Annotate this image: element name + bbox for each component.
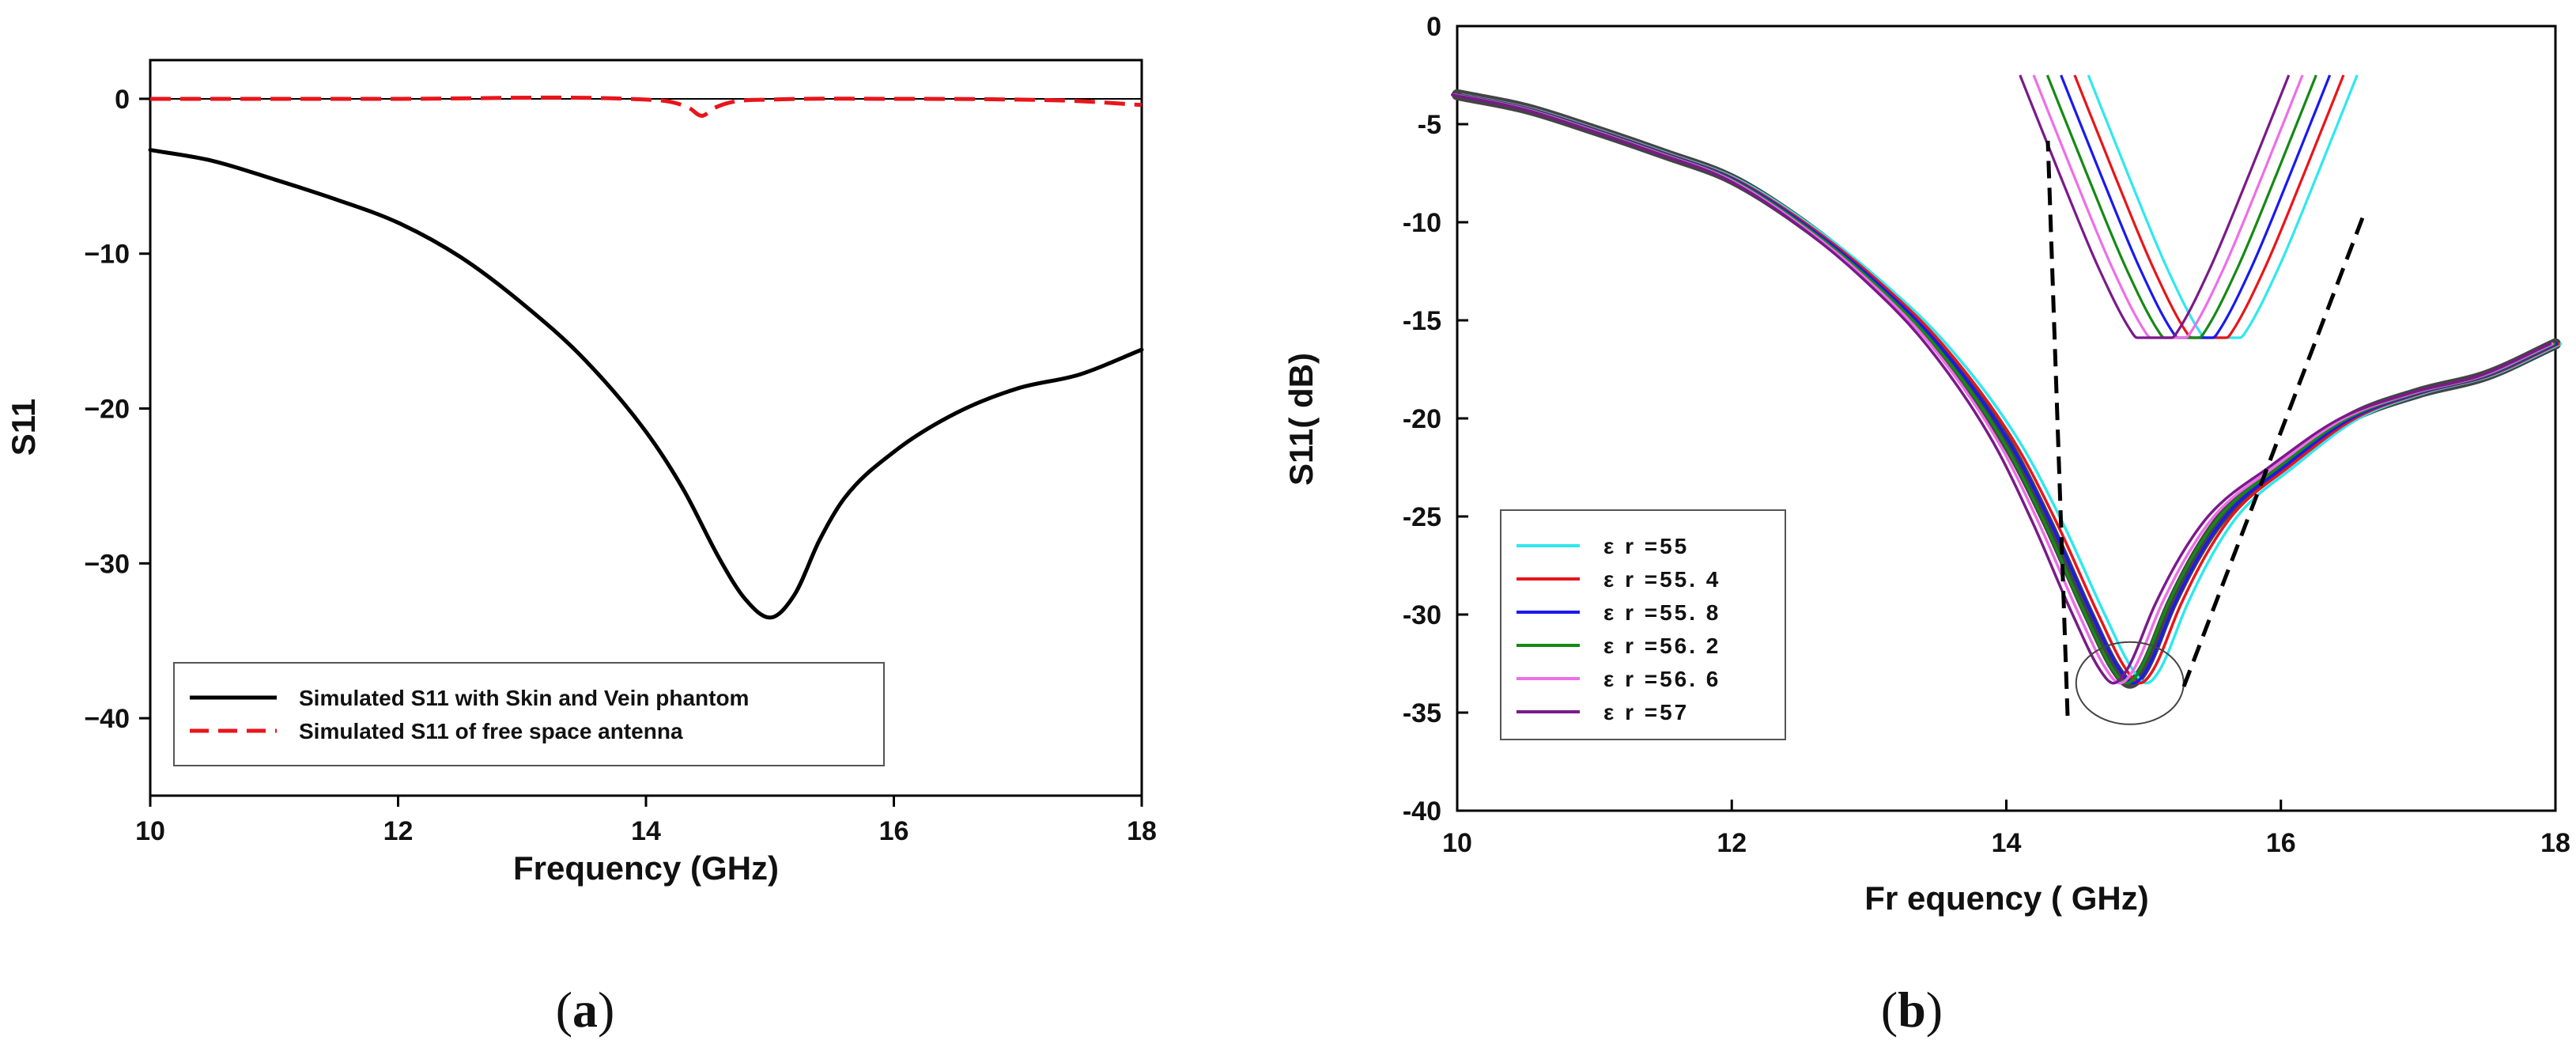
x-tick-label-a: 14 bbox=[631, 816, 661, 846]
legend-box-b bbox=[1500, 509, 1786, 740]
y-tick-label-a: −30 bbox=[84, 549, 130, 579]
chart-panel-b: 0 -5 -10 -15 -20 -25 -30 -35 -40 10 12 14 16 18 Fr e… bbox=[1282, 12, 2570, 917]
y-tick-label-b: -35 bbox=[1403, 698, 1441, 728]
y-axis-title-a: S11 bbox=[5, 399, 42, 456]
x-tick-label-b: 10 bbox=[1442, 828, 1472, 858]
y-tick-label-b: -5 bbox=[1418, 110, 1441, 140]
legend-label-b-0: ε r =55 bbox=[1603, 534, 1689, 558]
panel-label-b: (b) bbox=[1881, 982, 1943, 1038]
series-line-a-0 bbox=[148, 148, 1144, 620]
legend-label-a-1: Simulated S11 of free space antenna bbox=[299, 719, 683, 743]
panel-label-a-letter: a bbox=[572, 982, 598, 1038]
x-tick-label-b: 18 bbox=[2540, 828, 2570, 858]
zoom-annotations-b bbox=[2045, 140, 2368, 725]
zoom-inset-b bbox=[2019, 74, 2359, 339]
y-ticks-a: 0 −10 −20 −30 −40 bbox=[84, 85, 150, 734]
legend-label-b-4: ε r =56. 6 bbox=[1603, 667, 1720, 691]
x-ticks-b: 10 12 14 16 18 bbox=[1442, 800, 2570, 858]
x-tick-label-b: 12 bbox=[1717, 828, 1747, 858]
legend-label-b-3: ε r =56. 2 bbox=[1603, 634, 1720, 658]
y-tick-label-b: -40 bbox=[1403, 796, 1441, 826]
inset-line-b-5 bbox=[2019, 74, 2291, 339]
x-axis-title-a: Frequency (GHz) bbox=[513, 849, 779, 887]
y-tick-label-b: -20 bbox=[1403, 404, 1441, 434]
zoom-leader-right-b bbox=[2181, 209, 2368, 687]
series-line-a-1 bbox=[150, 95, 1143, 118]
chart-panel-a: 0 −10 −20 −30 −40 10 12 14 16 18 Frequency (GHz)… bbox=[5, 59, 1157, 887]
legend-label-b-5: ε r =57 bbox=[1603, 700, 1689, 724]
y-ticks-b: 0 -5 -10 -15 -20 -25 -30 -35 -40 bbox=[1403, 12, 1468, 826]
x-tick-label-b: 16 bbox=[2266, 828, 2296, 858]
y-tick-label-a: −20 bbox=[84, 395, 130, 425]
x-ticks-a: 10 12 14 16 18 bbox=[135, 796, 1157, 846]
y-tick-label-b: -15 bbox=[1403, 306, 1441, 336]
legend-label-a-0: Simulated S11 with Skin and Vein phantom bbox=[299, 686, 749, 710]
y-tick-label-a: 0 bbox=[115, 85, 130, 115]
y-tick-label-b: -25 bbox=[1403, 502, 1441, 532]
y-tick-label-b: -30 bbox=[1403, 600, 1441, 630]
series-lines-b bbox=[1451, 89, 2563, 689]
legend-b: ε r =55 ε r =55. 4 ε r =55. 8 ε r =56. 2 ε r… bbox=[1500, 509, 1786, 740]
series-line-b-5 bbox=[1451, 93, 2552, 685]
legend-label-b-1: ε r =55. 4 bbox=[1603, 567, 1720, 592]
x-tick-label-a: 16 bbox=[879, 816, 909, 846]
y-tick-label-b: 0 bbox=[1426, 12, 1441, 42]
zoom-leader-left-b bbox=[2045, 140, 2070, 717]
y-tick-label-a: −40 bbox=[84, 704, 130, 734]
y-axis-title-b: S11( dB) bbox=[1282, 353, 1320, 486]
legend-a: Simulated S11 with Skin and Vein phantom… bbox=[173, 662, 885, 766]
y-tick-label-a: −10 bbox=[84, 240, 130, 270]
y-tick-label-b: -10 bbox=[1403, 208, 1441, 238]
x-tick-label-b: 14 bbox=[1992, 828, 2022, 858]
x-tick-label-a: 18 bbox=[1127, 816, 1157, 846]
x-tick-label-a: 12 bbox=[383, 816, 414, 846]
x-axis-title-b: Fr equency ( GHz) bbox=[1864, 879, 2148, 917]
panel-label-a: (a) bbox=[556, 982, 615, 1038]
legend-label-b-2: ε r =55. 8 bbox=[1603, 600, 1720, 625]
panel-label-b-letter: b bbox=[1898, 982, 1926, 1038]
x-tick-label-a: 10 bbox=[135, 816, 165, 846]
legend-box-a bbox=[173, 662, 885, 766]
series-lines-a bbox=[148, 95, 1144, 620]
